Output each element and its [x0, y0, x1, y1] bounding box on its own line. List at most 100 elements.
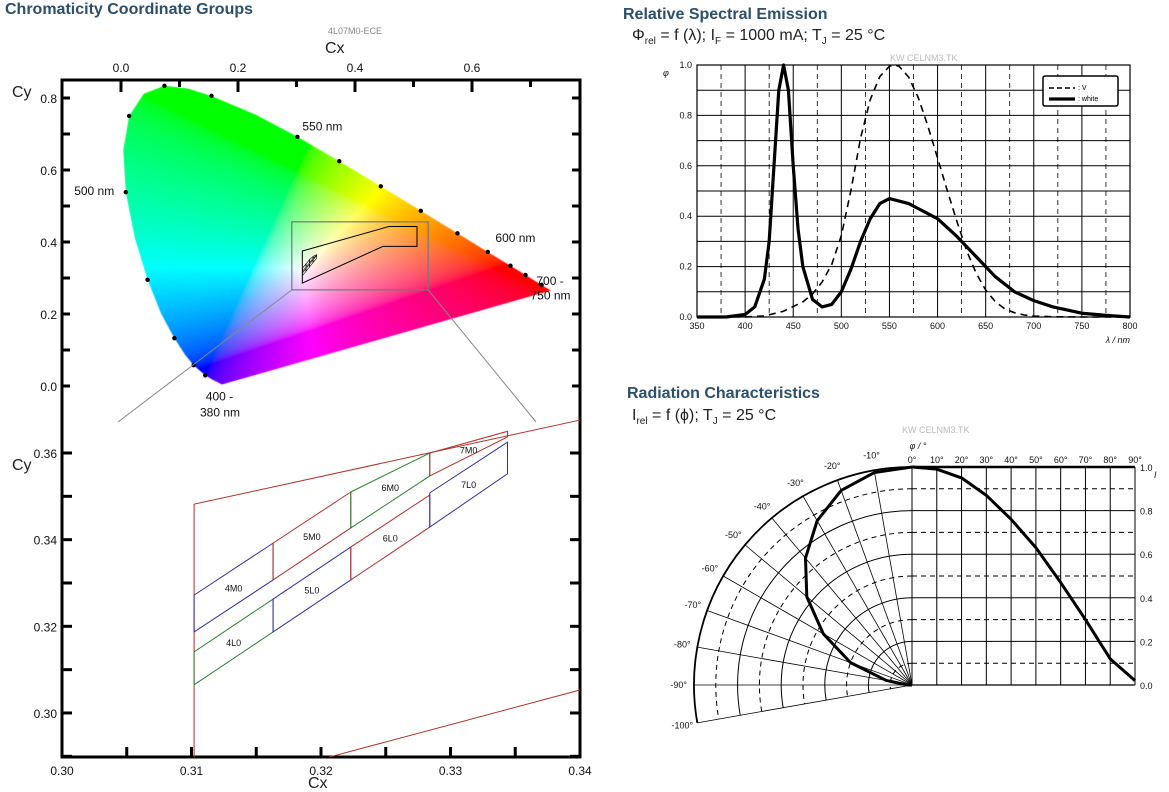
intensity-curve-polar — [804, 465, 913, 687]
bin-label: 7L0 — [461, 480, 476, 490]
bin-label: 5L0 — [304, 585, 319, 595]
angle-tick-label: 20° — [955, 455, 969, 465]
polar-radial-line — [873, 470, 913, 686]
polar-angle-label: -20° — [824, 461, 841, 471]
chart-subtitle: Irel = f (ϕ); TJ = 25 °C — [632, 407, 776, 427]
polar-angle-label: -50° — [725, 530, 742, 540]
x-tick-label: 0.34 — [568, 764, 592, 778]
bin-label: 4M0 — [225, 584, 243, 594]
x-tick-label: 650 — [978, 321, 993, 331]
polar-radial-line — [697, 646, 913, 686]
y-tick-label: 0.6 — [40, 164, 57, 178]
series-white — [697, 63, 1131, 319]
polar-radial-line — [837, 480, 913, 686]
wavelength-marker — [123, 189, 128, 195]
legend-label: : V — [1078, 85, 1087, 92]
x-tick-label: 0.32 — [309, 764, 333, 778]
wavelength-marker — [126, 113, 132, 119]
wavelength-label: 380 nm — [200, 406, 240, 420]
polar-radial-line — [697, 684, 913, 724]
bin-label: 5M0 — [303, 532, 321, 542]
y-tick-label: 0.4 — [1140, 594, 1153, 604]
bin-7M0 — [429, 430, 508, 477]
chromaticity-chart: Chromaticity Coordinate Groups 4L07M0-ECE… — [5, 1, 592, 792]
y-tick-label: 0.4 — [679, 211, 692, 221]
wavelength-label: 700 - — [536, 274, 563, 288]
wavelength-marker — [378, 184, 383, 189]
wavelength-marker — [418, 208, 424, 214]
bin-label: 6M0 — [382, 483, 400, 493]
angle-tick-label: 90° — [1128, 455, 1142, 465]
x-tick-label: 0.4 — [347, 61, 364, 75]
subtitle-part: = 25 °C — [827, 27, 885, 44]
angle-tick-label: 50° — [1029, 455, 1043, 465]
polar-radial-line — [744, 544, 913, 686]
wavelength-marker — [145, 277, 150, 282]
subtitle-part: = f (ϕ); T — [648, 407, 713, 424]
ece-region-boundary — [328, 689, 581, 758]
x-axis-label: λ / nm — [1105, 335, 1131, 345]
subscript: J — [713, 416, 718, 427]
bin-mini — [305, 263, 310, 273]
spectral-emission-chart: Relative Spectral Emission Φrel = f (λ); … — [623, 6, 1138, 345]
bin-label: 4L0 — [226, 638, 241, 648]
watermark: KW CELNM3.TK — [902, 425, 970, 435]
polar-radial-line — [707, 610, 913, 686]
chart-title: Chromaticity Coordinate Groups — [5, 1, 253, 18]
chart-title: Radiation Characteristics — [627, 385, 820, 402]
polar-grid-arc — [802, 575, 913, 705]
angle-axis-label: φ / ° — [910, 441, 927, 451]
x-axis-label-top: Cx — [325, 40, 345, 57]
x-tick-label: 700 — [1026, 321, 1041, 331]
wavelength-marker — [485, 249, 490, 255]
y-tick-label: 0.32 — [34, 620, 58, 634]
plot-frame — [60, 78, 582, 759]
x-tick-label: 0.6 — [464, 61, 481, 75]
x-tick-label: 450 — [786, 321, 801, 331]
x-tick-label: 0.0 — [113, 61, 130, 75]
zoom-window — [291, 221, 429, 291]
legend-label: : white — [1078, 96, 1098, 103]
y-tick-label: 0.2 — [1140, 637, 1153, 647]
y-tick-label: 0.0 — [40, 380, 57, 394]
wavelength-label: 550 nm — [302, 119, 342, 133]
subtitle-part: = 25 °C — [718, 407, 776, 424]
x-axis-label-bottom: Cx — [308, 775, 328, 792]
cie-color-gamut — [62, 80, 580, 420]
bin-mini — [305, 258, 310, 268]
polar-radial-line — [771, 517, 913, 686]
y-tick-label: 0.4 — [40, 236, 57, 250]
subscript: rel — [636, 416, 647, 427]
part-number: 4L07M0-ECE — [328, 26, 382, 36]
subtitle-part: = f (λ); I — [656, 27, 715, 44]
x-tick-label: 550 — [882, 321, 897, 331]
polar-angle-label: -100° — [671, 721, 693, 731]
wavelength-marker — [162, 83, 167, 89]
bin-mini — [302, 263, 307, 273]
x-tick-label: 500 — [834, 321, 849, 331]
x-tick-label: 350 — [689, 321, 704, 331]
bin-mini — [302, 267, 307, 277]
chart-subtitle: Φrel = f (λ); IF = 1000 mA; TJ = 25 °C — [632, 27, 885, 47]
bin-outline — [301, 226, 418, 284]
angle-tick-label: 60° — [1054, 455, 1068, 465]
y-tick-label: 1.0 — [1140, 463, 1153, 473]
angle-tick-label: 70° — [1079, 455, 1093, 465]
x-tick-label: 0.30 — [50, 764, 74, 778]
bin-label: 6L0 — [383, 533, 398, 543]
wavelength-marker — [523, 272, 528, 278]
y-axis-label: I — [1154, 470, 1157, 480]
polar-angle-label: -40° — [754, 501, 771, 511]
bin-7L0 — [429, 441, 508, 529]
polar-angle-label: -10° — [863, 450, 880, 460]
y-tick-label: 0.0 — [679, 312, 692, 322]
wavelength-marker — [203, 373, 208, 378]
polar-radial-line — [802, 496, 913, 686]
angle-tick-label: 40° — [1004, 455, 1018, 465]
wavelength-marker — [172, 336, 177, 341]
x-tick-label: 0.33 — [439, 764, 463, 778]
chart-title: Relative Spectral Emission — [623, 6, 828, 23]
wavelength-marker — [455, 231, 460, 236]
polar-angle-label: -70° — [685, 600, 702, 610]
y-tick-label: 0.36 — [34, 447, 58, 461]
